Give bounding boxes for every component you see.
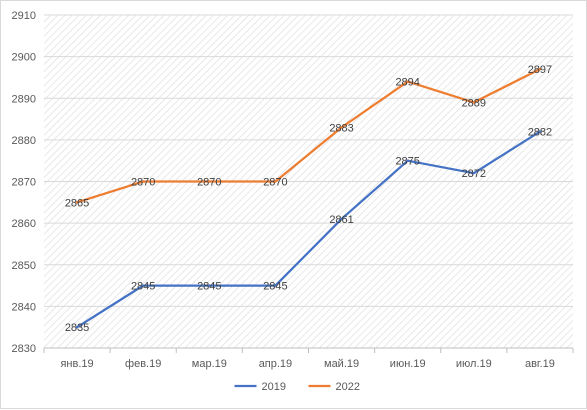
data-labels: 2835 2845 2845 2845 2861 2875 2872 2882 2865 2870… [65,64,552,334]
data-label-2019: 2845 [131,281,155,293]
x-tick-label: апр.19 [259,358,292,370]
data-point-2019 [472,171,476,175]
y-tick-label: 2830 [12,343,36,355]
data-point-2022 [141,180,145,183]
y-tick-label: 2860 [12,218,36,230]
legend-item-2022: 2022 [308,381,360,393]
legend-item-2019: 2019 [234,381,286,393]
x-tick-label: мар.19 [192,358,227,370]
data-point-2022 [406,80,409,83]
data-label-2019: 2872 [462,168,486,180]
data-point-2019 [274,284,277,287]
data-point-2019 [406,159,409,162]
axes: 2830 2840 2850 2860 2870 2880 2890 2900 2910 янв.… [12,10,574,370]
x-tick-label: фев.19 [125,358,161,370]
data-label-2019: 2835 [65,322,89,334]
data-point-2022 [340,126,343,129]
data-label-2019: 2882 [528,127,552,139]
x-tick-label: май.19 [324,358,359,370]
data-label-2022: 2870 [197,177,221,189]
data-label-2022: 2883 [329,122,353,134]
data-point-2019 [141,284,145,287]
y-tick-label: 2880 [12,135,36,147]
data-point-2019 [208,284,211,287]
legend: 2019 2022 [234,381,360,393]
data-point-2019 [75,325,79,329]
data-label-2022: 2897 [528,64,552,76]
data-label-2022: 2894 [395,77,419,89]
series-line-2022 [75,67,542,204]
data-label-2019: 2845 [263,281,287,293]
series-line-2019 [75,130,542,329]
y-tick-label: 2840 [12,301,36,313]
data-point-2022 [208,180,211,183]
legend-label: 2019 [262,381,286,393]
data-label-2019: 2875 [395,156,419,168]
data-point-2019 [340,217,343,221]
data-point-2019 [538,130,542,133]
data-label-2022: 2870 [131,177,155,189]
data-label-2019: 2861 [329,214,353,226]
data-point-2022 [274,180,277,183]
y-tick-label: 2850 [12,260,36,272]
legend-label: 2022 [336,381,360,393]
y-tick-label: 2900 [12,52,36,64]
x-tick-label: авг.19 [525,358,555,370]
x-tick-label: июл.19 [456,358,492,370]
x-tick-label: июн.19 [390,358,426,370]
data-label-2022: 2870 [263,177,287,189]
x-tick-label: янв.19 [60,358,93,370]
y-tick-label: 2870 [12,177,36,189]
y-tick-label: 2910 [12,10,36,22]
data-label-2019: 2845 [197,281,221,293]
data-label-2022: 2865 [65,197,89,209]
y-tick-label: 2890 [12,93,36,105]
data-point-2022 [538,67,542,71]
series-lines [75,67,542,329]
data-point-2022 [472,101,476,104]
data-point-2022 [75,201,79,204]
data-label-2022: 2889 [462,97,486,109]
